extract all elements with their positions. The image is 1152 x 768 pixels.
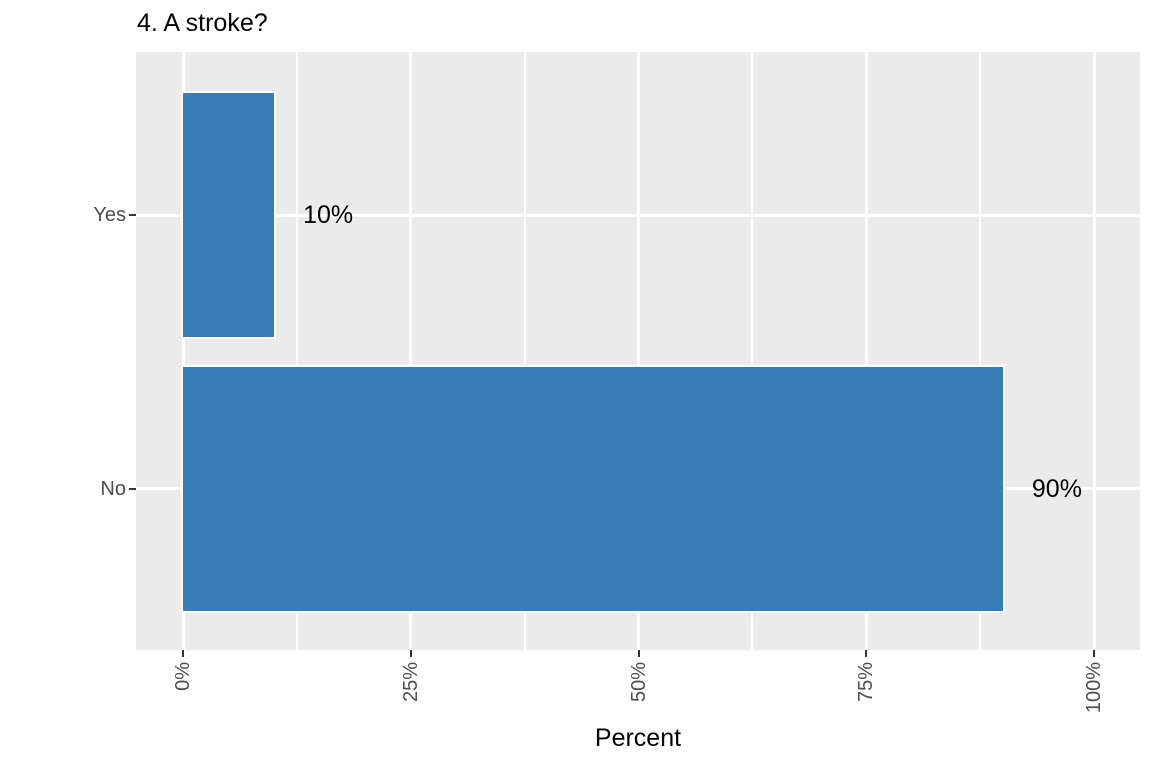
major-gridline (181, 52, 185, 650)
major-gridline (637, 52, 640, 650)
y-axis-label-yes: Yes (93, 204, 126, 226)
major-gridline (409, 52, 413, 650)
x-tick-mark (1093, 650, 1095, 657)
x-tick-mark (637, 650, 640, 657)
minor-gridline (295, 52, 298, 650)
x-tick-label: 50% (627, 662, 650, 703)
plot-panel (136, 52, 1140, 650)
x-tick-label: 0% (172, 662, 194, 691)
major-gridline (1092, 52, 1096, 650)
minor-gridline (751, 52, 754, 650)
minor-gridline (979, 52, 982, 650)
x-tick-mark (182, 650, 184, 657)
x-tick-mark (409, 650, 412, 657)
x-tick-label: 100% (1083, 662, 1105, 714)
bar-yes (181, 91, 277, 339)
minor-gridline (523, 52, 526, 650)
y-tick-mark (129, 487, 136, 490)
major-gridline (864, 52, 868, 650)
bar-value-label: 10% (303, 201, 354, 229)
chart-title: 4. A stroke? (137, 9, 268, 37)
y-axis-label-no: No (100, 477, 126, 500)
bar-value-label: 90% (1031, 474, 1082, 503)
x-tick-label: 25% (399, 662, 422, 703)
x-axis-title: Percent (594, 724, 682, 752)
x-tick-label: 75% (855, 662, 878, 703)
major-gridline (136, 213, 1140, 217)
y-tick-mark (129, 214, 136, 216)
bar-no (181, 364, 1005, 613)
x-tick-mark (865, 650, 868, 657)
